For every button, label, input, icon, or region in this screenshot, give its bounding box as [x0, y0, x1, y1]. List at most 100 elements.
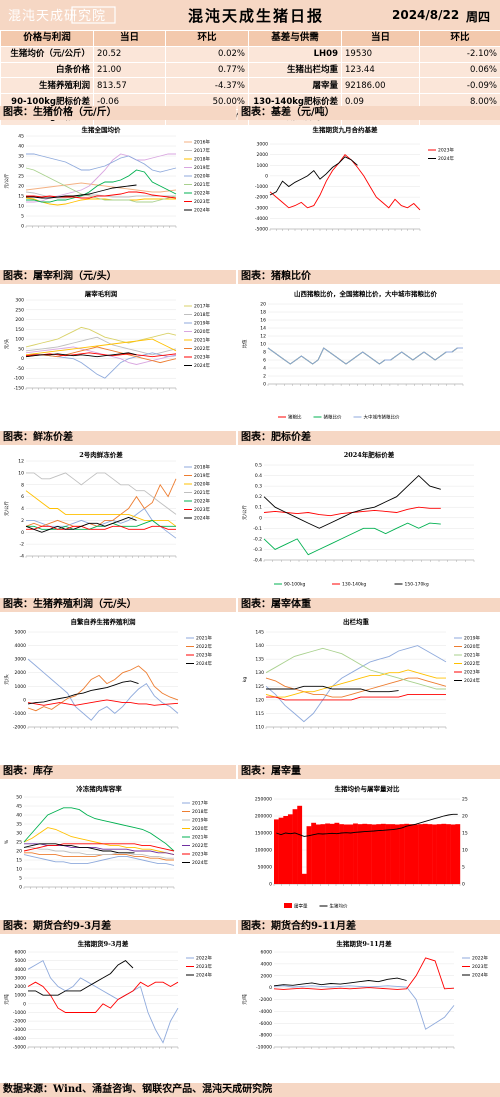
bar — [348, 824, 354, 884]
y-tick-label: -4000 — [13, 1036, 26, 1042]
series-line — [26, 153, 177, 173]
series-line — [25, 346, 177, 365]
bar — [422, 823, 428, 884]
series-line — [27, 665, 179, 712]
bar — [385, 824, 391, 884]
bar — [311, 822, 317, 884]
y-tick-label: 2000 — [15, 984, 27, 990]
chart-hog-grain-ratio: 山西猪粮比价，全国猪粮比价，大中城市猪粮比价20181614121086420比… — [241, 289, 464, 421]
y-tick-label: -4 — [20, 554, 25, 560]
y-tick-label: 0 — [269, 882, 272, 888]
legend-label: 2019年 — [194, 320, 210, 327]
y-tick-label: 300 — [15, 298, 24, 304]
y-tick-label: 10 — [18, 204, 24, 210]
legend-label: 2023年 — [194, 506, 210, 513]
legend-label: 2017年 — [194, 303, 210, 310]
legend-label: 2024年 — [192, 859, 208, 866]
chart-futures-9-11-spread: 生猪期货9-11月差 6000 4000 2000 0 -2000 -4000 -6000 -8… — [241, 939, 488, 1051]
series-line — [273, 985, 455, 1030]
legend-label: 2024年 — [472, 972, 488, 979]
kpi-left-header: 环比 — [165, 30, 249, 47]
y-tick-label: 0 — [23, 697, 26, 703]
series-line — [27, 959, 179, 1044]
y-tick-label: 45 — [18, 134, 24, 140]
series-line — [27, 981, 179, 1013]
legend-label: 2021年 — [464, 652, 480, 659]
bar — [325, 823, 330, 884]
legend-label: 2022年 — [194, 345, 210, 352]
kpi-right-header: 当日 — [341, 30, 420, 47]
kpi-label: 生猪均价（元/公斤） — [0, 45, 94, 63]
y-tick-label: 30 — [18, 164, 24, 170]
y-tick-label: 2 — [21, 518, 24, 524]
series-line — [27, 680, 139, 705]
y-tick-label: 140 — [255, 643, 264, 649]
y-axis-label: 元/公斤 — [241, 504, 248, 520]
y-tick-label: 2000 — [15, 670, 27, 676]
series-line — [26, 191, 177, 199]
y-tick-label: -2 — [20, 542, 25, 548]
y-tick-label: 18 — [260, 310, 266, 316]
series-line — [273, 977, 407, 987]
legend-label: 2017年 — [194, 147, 210, 154]
kpi-table: 价格与利润 当日 环比 基差与供需 当日 环比 生猪均价（元/公斤） 20.52… — [0, 30, 500, 126]
y-tick-label: 25 — [18, 174, 24, 180]
kpi-label: 生猪养殖利润 — [0, 77, 94, 95]
series-line — [27, 699, 179, 706]
kpi-change: 0.06% — [419, 61, 500, 79]
series-line — [25, 326, 177, 348]
y-tick-label: 0.2 — [255, 494, 262, 500]
y-right-tick-label: 10 — [462, 848, 468, 854]
y-tick-label: 5 — [21, 214, 24, 220]
report-weekday: 周四 — [466, 10, 491, 24]
bar — [339, 824, 344, 884]
y-tick-label: 50 — [16, 795, 22, 801]
y-axis-label: 元/公斤 — [3, 173, 10, 189]
y-tick-label: -3000 — [13, 1027, 26, 1033]
y-tick-label: 40 — [18, 144, 24, 150]
legend-label: 2021年 — [194, 489, 210, 496]
chart-slaughter-gross-profit: 屠宰毛利润 300 250 200 150 100 50 0 -50 -100 -150 元/头 201… — [3, 289, 210, 392]
bar — [367, 824, 372, 884]
legend-label: 2019年 — [194, 164, 210, 171]
y-tick-label: 4 — [263, 366, 266, 372]
y-tick-label: 4000 — [15, 967, 27, 973]
section-futures-9-3: 图表：期货合约9-3月差 — [0, 920, 236, 934]
series-line — [26, 184, 137, 199]
series-line — [28, 960, 134, 996]
legend-label: 2020年 — [194, 481, 210, 488]
bar — [274, 819, 279, 884]
legend-label: 2020年 — [194, 173, 210, 180]
kpi-change: -0.09% — [419, 77, 500, 95]
series-line — [263, 522, 441, 556]
series-line — [25, 490, 177, 527]
bar — [320, 824, 326, 884]
series-line — [23, 827, 175, 856]
y-tick-label: 2000 — [261, 973, 273, 979]
y-tick-label: 100 — [15, 337, 24, 343]
series-line — [25, 352, 137, 358]
y-axis-label: 元/头 — [3, 674, 10, 685]
legend-label: 2020年 — [464, 643, 480, 650]
series-line — [27, 658, 179, 721]
y-tick-label: -2000 — [259, 997, 272, 1003]
y-tick-label: 200 — [15, 317, 24, 323]
kpi-value: 19530 — [341, 45, 420, 63]
y-tick-label: 250 — [15, 307, 24, 313]
legend-label: 2018年 — [194, 464, 210, 471]
y-tick-label: -50 — [17, 366, 24, 372]
series-line — [267, 347, 463, 365]
bar — [441, 823, 447, 884]
chart-title: 屠宰毛利润 — [84, 289, 118, 298]
series-line — [26, 525, 176, 530]
y-tick-label: 20 — [16, 849, 22, 855]
bar — [404, 823, 410, 884]
y-tick-label: 2000 — [257, 152, 269, 158]
bar — [455, 824, 461, 884]
y-tick-label: 8 — [263, 350, 266, 356]
y-right-tick-label: 5 — [462, 865, 465, 871]
series-line — [25, 352, 177, 358]
bar — [432, 824, 437, 884]
kpi-right-header: 基差与供需 — [248, 30, 342, 47]
y-tick-label: 4000 — [15, 643, 27, 649]
